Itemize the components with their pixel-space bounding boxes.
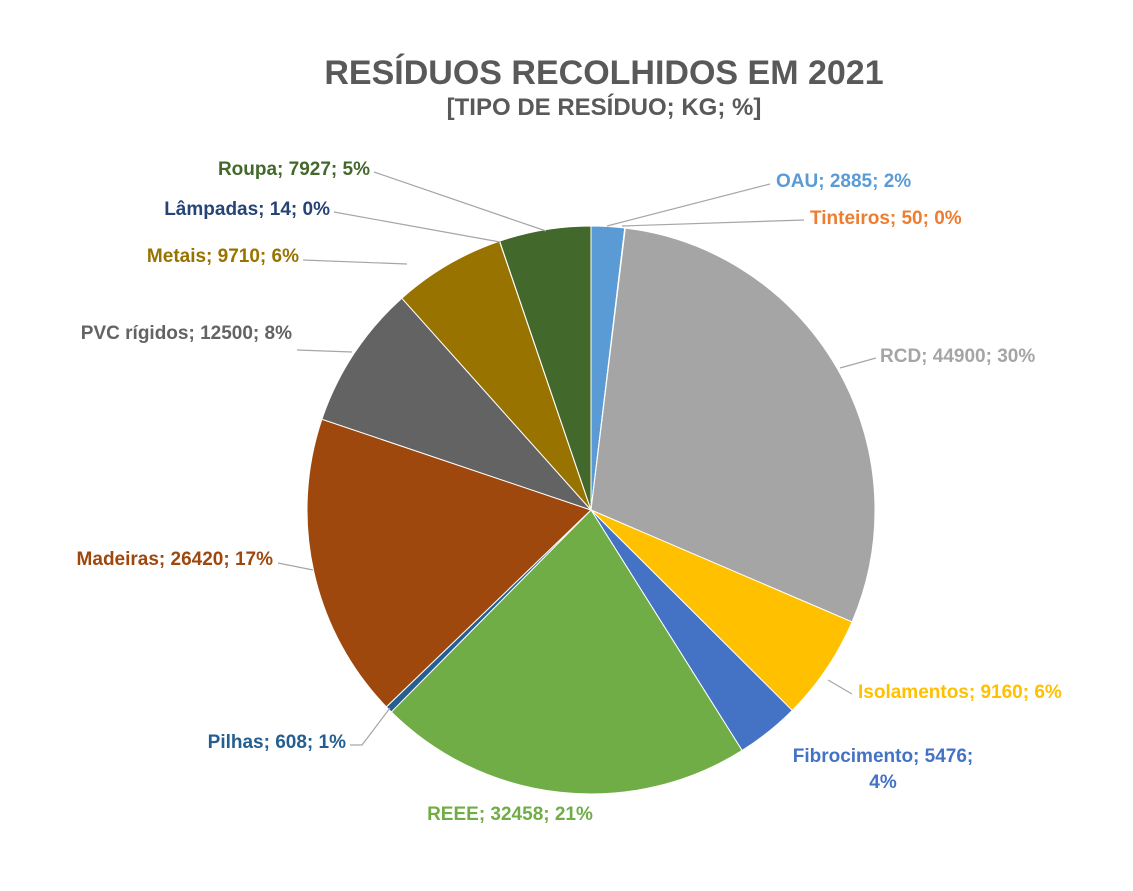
leader-line — [827, 679, 853, 695]
data-label-tinteiros: Tinteiros; 50; 0% — [810, 208, 962, 229]
pie-slice-roupa — [499, 225, 592, 511]
pie-slice-madeiras — [306, 418, 592, 708]
data-label-isolamentos: Isolamentos; 9160; 6% — [858, 682, 1062, 703]
data-label-pvc-r-gidos: PVC rígidos; 12500; 8% — [81, 323, 292, 344]
pie-slice-reee — [390, 509, 743, 795]
data-label-l-mpadas: Lâmpadas; 14; 0% — [164, 199, 330, 220]
data-label-pilhas: Pilhas; 608; 1% — [208, 732, 346, 753]
data-label-fibrocimento: Fibrocimento; 5476; 4% — [793, 746, 974, 793]
data-label-reee: REEE; 32458; 21% — [427, 804, 593, 825]
pie-slices — [306, 225, 876, 795]
leader-line — [296, 349, 353, 353]
leader-lines — [277, 171, 877, 746]
data-labels: OAU; 2885; 2% Tinteiros; 50; 0% RCD; 44900… — [77, 159, 1062, 825]
leader-line — [373, 171, 547, 232]
leader-line — [350, 707, 391, 746]
leader-line — [277, 562, 314, 571]
data-label-roupa: Roupa; 7927; 5% — [218, 159, 370, 180]
leader-line — [621, 219, 805, 227]
leader-line — [606, 183, 771, 227]
leader-line — [302, 259, 408, 265]
leader-line — [333, 211, 501, 243]
data-label-madeiras: Madeiras; 26420; 17% — [77, 549, 274, 570]
data-label-oau: OAU; 2885; 2% — [776, 171, 911, 192]
leader-line — [839, 357, 877, 369]
pie-slice-rcd — [590, 227, 876, 623]
chart-title: RESÍDUOS RECOLHIDOS EM 2021 — [324, 54, 883, 92]
pie-slice-pvc-r-gidos — [321, 297, 593, 512]
data-label-rcd: RCD; 44900; 30% — [880, 346, 1035, 367]
data-label-metais: Metais; 9710; 6% — [147, 246, 299, 267]
chart-subtitle: [TIPO DE RESÍDUO; KG; %] — [447, 93, 762, 121]
